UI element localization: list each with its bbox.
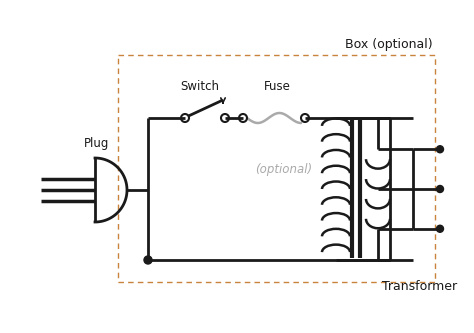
Text: Plug: Plug	[84, 137, 109, 150]
Text: Fuse: Fuse	[264, 80, 291, 93]
Circle shape	[437, 146, 444, 153]
Circle shape	[437, 185, 444, 192]
Text: Switch: Switch	[181, 80, 219, 93]
Text: Transformer: Transformer	[383, 280, 457, 293]
Text: (optional): (optional)	[255, 163, 312, 176]
Bar	[118, 55, 435, 282]
Circle shape	[437, 225, 444, 232]
Circle shape	[144, 256, 152, 264]
Text: Box (optional): Box (optional)	[346, 38, 433, 51]
